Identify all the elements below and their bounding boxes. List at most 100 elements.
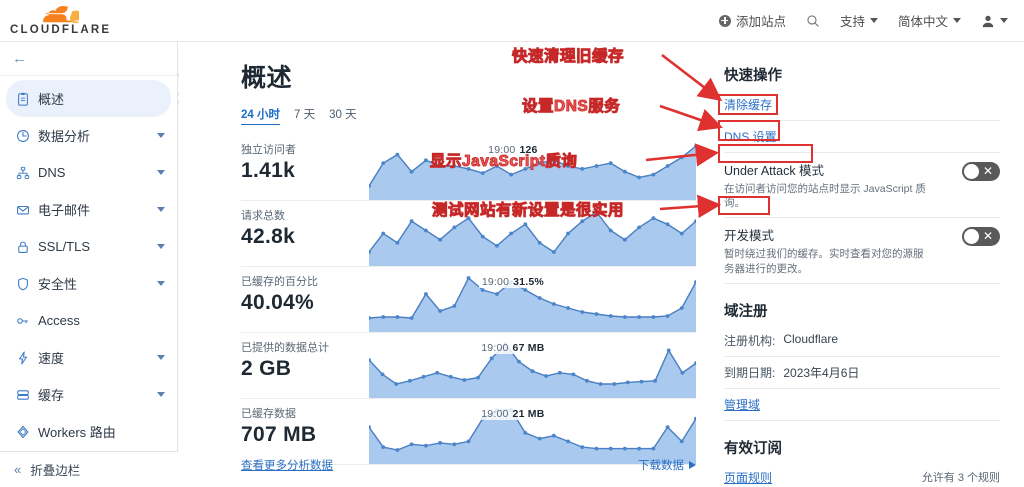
cloudflare-logo[interactable]: CLOUDFLARE [10, 5, 112, 36]
under-attack-toggle[interactable]: ✕ [962, 162, 1000, 181]
metric-label: 已提供的数据总计 2 GB [241, 333, 369, 381]
metric-row: 已缓存数据 707 MB 19:00 21 MB [241, 399, 696, 465]
collapse-sidebar-label: 折叠边栏 [30, 464, 81, 478]
dns-settings-row[interactable]: DNS 设置 [724, 121, 1000, 153]
chevron-down-icon [157, 133, 165, 138]
dev-mode-toggle[interactable]: ✕ [962, 227, 1000, 247]
tab-1[interactable]: 7 天 [294, 109, 316, 121]
tooltip-value: 21 MB [512, 408, 545, 420]
triangle-right-icon [689, 461, 696, 469]
metric-caption: 已缓存的百分比 [241, 276, 318, 288]
chevron-down-icon [1000, 18, 1008, 23]
metric-label: 已缓存数据 707 MB [241, 399, 369, 447]
sidebar-item-数据分析[interactable]: 数据分析 [0, 117, 177, 154]
sidebar-item-电子邮件[interactable]: 电子邮件 [0, 191, 177, 228]
chevron-down-icon [869, 18, 878, 23]
cache-icon [16, 388, 38, 402]
chevrons-left-icon: « [14, 462, 22, 477]
metric-value: 707 MB [241, 423, 317, 446]
chart-tooltip: 19:00 126 [485, 144, 541, 156]
manage-domain-row[interactable]: 管理域 [724, 389, 1000, 421]
registrar-row: 注册机构: Cloudflare [724, 325, 1000, 357]
metric-label: 独立访问者 1.41k [241, 135, 369, 183]
tooltip-time: 19:00 [488, 144, 516, 156]
domain-registration-title: 域注册 [724, 303, 768, 320]
expiry-row: 到期日期: 2023年4月6日 [724, 357, 1000, 389]
language-menu[interactable]: 简体中文 [898, 11, 961, 30]
sidebar-item-缓存[interactable]: 缓存 [0, 376, 177, 413]
dns-settings-link[interactable]: DNS 设置 [724, 130, 777, 144]
metric-value: 40.04% [241, 291, 315, 314]
sparkline-chart[interactable]: 19:00 21 MB [369, 402, 696, 464]
tab-2[interactable]: 30 天 [329, 109, 357, 121]
chevron-down-icon [157, 170, 165, 175]
sidebar-item-概述[interactable]: 概述 [6, 80, 171, 117]
chevron-down-icon [157, 355, 165, 360]
sidebar-item-label: 概述 [38, 92, 65, 107]
arrow-left-icon: ← [12, 50, 27, 67]
download-data-button[interactable]: 下载数据 [638, 457, 696, 473]
chart-tooltip: 19:00 31.5% [478, 276, 547, 288]
add-site-button[interactable]: 添加站点 [718, 11, 786, 30]
close-icon: ✕ [982, 229, 993, 244]
under-attack-label: Under Attack 模式 [724, 164, 825, 178]
dev-mode-label: 开发模式 [724, 229, 775, 244]
chart-tooltip: 19:00 67 MB [478, 342, 548, 354]
subscriptions-title: 有效订阅 [724, 440, 782, 457]
purge-cache-row[interactable]: 清除缓存 [724, 89, 1000, 121]
metric-row: 已提供的数据总计 2 GB 19:00 67 MB [241, 333, 696, 399]
metric-value: 2 GB [241, 357, 292, 380]
metric-row: 独立访问者 1.41k 19:00 126 [241, 135, 696, 201]
tooltip-time: 19:00 [481, 408, 509, 420]
sparkline-chart[interactable] [369, 204, 696, 266]
sparkline-chart[interactable]: 19:00 31.5% [369, 270, 696, 332]
language-label: 简体中文 [897, 15, 948, 29]
expiry-value: 2023年4月6日 [783, 365, 860, 380]
annotation-purge-cache: 快速清理旧缓存 [512, 48, 625, 66]
expiry-key: 到期日期: [724, 365, 776, 380]
site-selector-back[interactable]: ← [0, 42, 177, 76]
account-menu[interactable] [981, 14, 1008, 28]
sidebar-item-label: Workers 路由 [38, 425, 116, 440]
add-site-label: 添加站点 [735, 15, 786, 29]
sidebar: ← 概述数据分析 DNS 电子邮件 SSL/TLS 安全性 Access 速度缓存 Worke… [0, 42, 178, 487]
under-attack-description: 在访问者访问您的站点时显示 JavaScript 质询。 [724, 183, 926, 210]
sidebar-item-access[interactable]: Access [0, 302, 177, 339]
chevron-down-icon [157, 207, 165, 212]
sidebar-item-安全性[interactable]: 安全性 [0, 265, 177, 302]
metric-caption: 请求总数 [241, 210, 285, 222]
tab-0[interactable]: 24 小时 [241, 106, 280, 125]
sidebar-item-label: 缓存 [38, 388, 65, 403]
metrics-list: 独立访问者 1.41k 19:00 126 请求总数 42.8k 已缓存的百分比 40.04%… [241, 135, 696, 465]
lock-icon [16, 240, 38, 254]
user-icon [982, 15, 994, 27]
page-rules-link[interactable]: 页面规则 [724, 470, 773, 485]
annotation-dns-settings: 设置DNS服务 [522, 98, 621, 116]
analytics-icon [16, 129, 38, 143]
support-menu[interactable]: 支持 [840, 11, 878, 30]
search-icon[interactable] [806, 14, 820, 28]
brand-name: CLOUDFLARE [10, 23, 112, 36]
collapse-sidebar-button[interactable]: « 折叠边栏 [0, 451, 178, 487]
sidebar-item-workers-路由[interactable]: Workers 路由 [0, 413, 177, 448]
sidebar-item-label: 安全性 [38, 277, 78, 292]
sidebar-item-label: 电子邮件 [38, 203, 91, 218]
chevron-down-icon [953, 18, 961, 23]
sparkline-chart[interactable]: 19:00 126 [369, 138, 696, 200]
manage-domain-link[interactable]: 管理域 [724, 397, 761, 412]
metric-label: 已缓存的百分比 40.04% [241, 267, 369, 315]
tooltip-time: 19:00 [481, 342, 509, 354]
right-panel: 快速操作 清除缓存 DNS 设置 Under Attack 模式 在访问者访问您… [714, 42, 1024, 487]
sparkline-chart[interactable]: 19:00 67 MB [369, 336, 696, 398]
dns-icon [16, 166, 38, 180]
sidebar-item-速度[interactable]: 速度 [0, 339, 177, 376]
mail-icon [16, 203, 38, 217]
sidebar-item-dns[interactable]: DNS [0, 154, 177, 191]
view-more-analytics-link[interactable]: 查看更多分析数据 [241, 460, 333, 472]
registrar-value: Cloudflare [783, 331, 839, 346]
toggle-knob [964, 164, 979, 179]
purge-cache-link[interactable]: 清除缓存 [724, 98, 773, 112]
sidebar-item-ssl-tls[interactable]: SSL/TLS [0, 228, 177, 265]
support-label: 支持 [839, 15, 865, 29]
page-title: 概述 [241, 64, 293, 92]
